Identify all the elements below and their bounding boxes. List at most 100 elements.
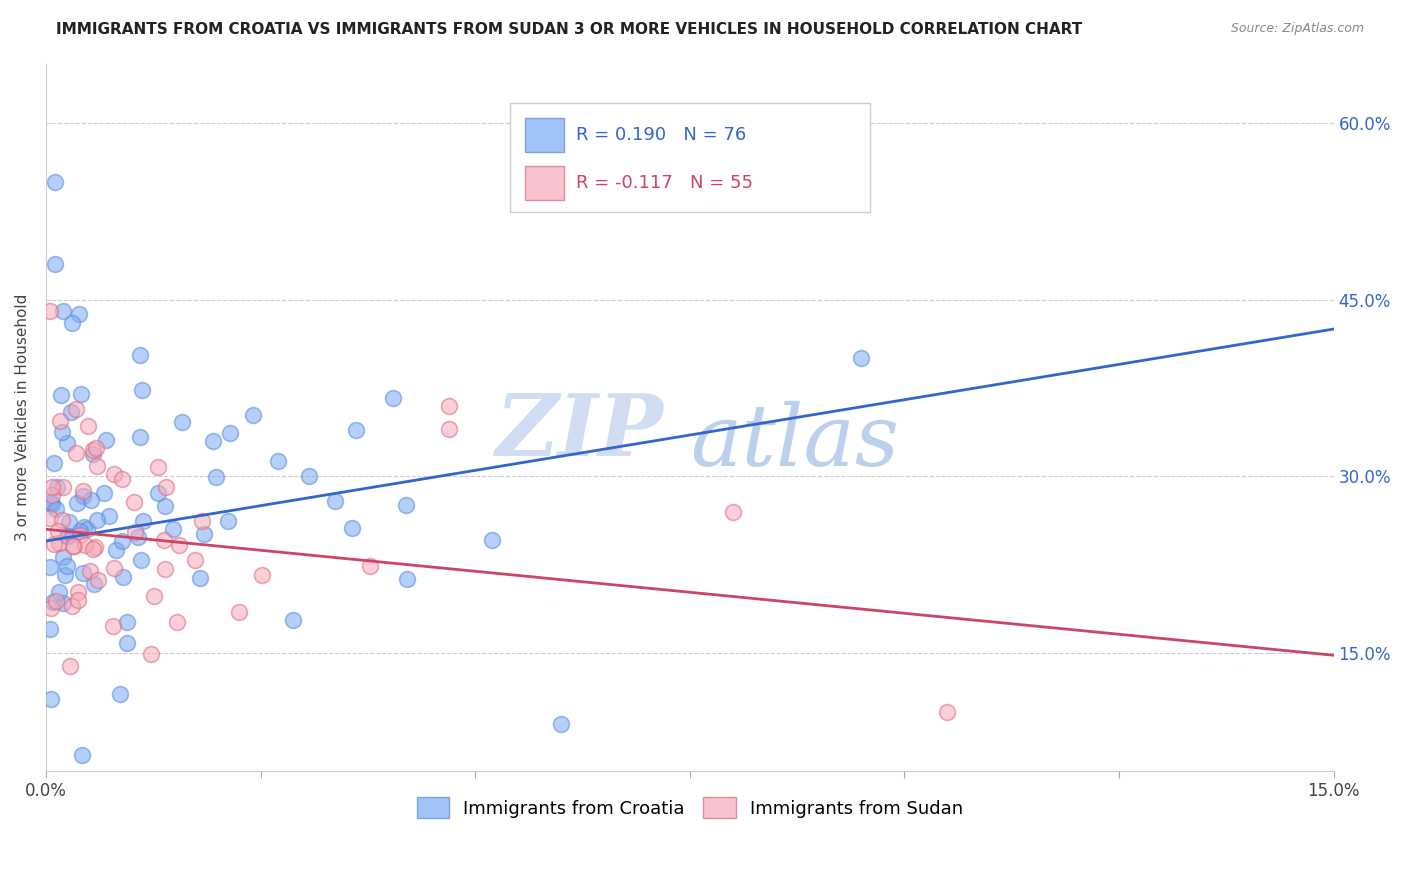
Point xyxy=(66,592,89,607)
Point xyxy=(55,529,77,543)
Point xyxy=(110,687,132,701)
Point xyxy=(56,436,79,450)
Text: R = -0.117   N = 55: R = -0.117 N = 55 xyxy=(576,174,754,192)
Point xyxy=(111,570,134,584)
Point xyxy=(58,515,80,529)
Point xyxy=(70,747,93,762)
Point xyxy=(41,488,63,502)
Point xyxy=(39,600,62,615)
Point xyxy=(395,498,418,512)
Point xyxy=(297,469,319,483)
Point xyxy=(83,577,105,591)
Point xyxy=(550,716,572,731)
Point xyxy=(44,502,66,516)
Point xyxy=(439,422,461,436)
Point xyxy=(51,513,73,527)
Legend: Immigrants from Croatia, Immigrants from Sudan: Immigrants from Croatia, Immigrants from… xyxy=(409,790,970,825)
Point xyxy=(60,599,83,613)
Point xyxy=(139,647,162,661)
Point xyxy=(101,619,124,633)
Point xyxy=(82,448,104,462)
Point xyxy=(122,495,145,509)
Point xyxy=(83,540,105,554)
Point xyxy=(283,614,305,628)
Point xyxy=(82,541,104,556)
Point xyxy=(128,348,150,362)
Point xyxy=(131,383,153,397)
Point xyxy=(80,492,103,507)
Point xyxy=(111,472,134,486)
Point xyxy=(59,405,82,419)
Point xyxy=(267,454,290,468)
Point xyxy=(201,434,224,449)
Point xyxy=(52,550,75,565)
Point xyxy=(67,585,90,599)
Point xyxy=(103,561,125,575)
Point xyxy=(79,564,101,578)
Point xyxy=(72,484,94,499)
Point xyxy=(170,415,193,429)
Point xyxy=(155,480,177,494)
Point xyxy=(103,467,125,481)
Point xyxy=(70,387,93,401)
Text: atlas: atlas xyxy=(690,401,898,483)
Point xyxy=(94,433,117,447)
Point xyxy=(48,585,70,599)
Point xyxy=(51,388,73,402)
Point xyxy=(359,559,381,574)
Point xyxy=(45,594,67,608)
Point xyxy=(439,399,461,413)
Point xyxy=(153,533,176,548)
Text: Source: ZipAtlas.com: Source: ZipAtlas.com xyxy=(1230,22,1364,36)
Point xyxy=(72,489,94,503)
Point xyxy=(93,485,115,500)
Point xyxy=(188,571,211,585)
Point xyxy=(382,391,405,405)
Point xyxy=(52,596,75,610)
Point xyxy=(127,531,149,545)
Y-axis label: 3 or more Vehicles in Household: 3 or more Vehicles in Household xyxy=(15,293,30,541)
Point xyxy=(344,423,367,437)
Point xyxy=(63,539,86,553)
Point xyxy=(155,562,177,576)
Point xyxy=(58,529,80,543)
Point xyxy=(153,499,176,513)
Point xyxy=(250,568,273,582)
Point xyxy=(115,615,138,629)
Point xyxy=(67,308,90,322)
Point xyxy=(86,513,108,527)
Point xyxy=(129,430,152,444)
Point xyxy=(76,418,98,433)
Point xyxy=(219,426,242,441)
Point xyxy=(56,559,79,574)
Point xyxy=(39,622,62,636)
FancyBboxPatch shape xyxy=(524,166,564,200)
Point xyxy=(132,514,155,528)
Point xyxy=(110,534,132,549)
Point xyxy=(124,524,146,539)
Point xyxy=(44,175,66,189)
Point xyxy=(46,524,69,538)
Point xyxy=(69,528,91,542)
Point xyxy=(65,402,87,417)
Point xyxy=(73,537,96,551)
Point xyxy=(45,480,67,494)
Point xyxy=(65,446,87,460)
Point xyxy=(51,425,73,439)
Point xyxy=(86,574,108,588)
Point xyxy=(936,705,959,719)
Point xyxy=(205,470,228,484)
FancyBboxPatch shape xyxy=(509,103,870,212)
Point xyxy=(162,522,184,536)
Point xyxy=(41,497,63,511)
Point xyxy=(48,536,70,550)
Point xyxy=(66,496,89,510)
Point xyxy=(167,538,190,552)
Point xyxy=(129,552,152,566)
Point xyxy=(323,493,346,508)
Point xyxy=(39,494,62,508)
Point xyxy=(183,553,205,567)
Point xyxy=(242,409,264,423)
Point xyxy=(82,443,104,458)
Text: R = 0.190   N = 76: R = 0.190 N = 76 xyxy=(576,127,747,145)
